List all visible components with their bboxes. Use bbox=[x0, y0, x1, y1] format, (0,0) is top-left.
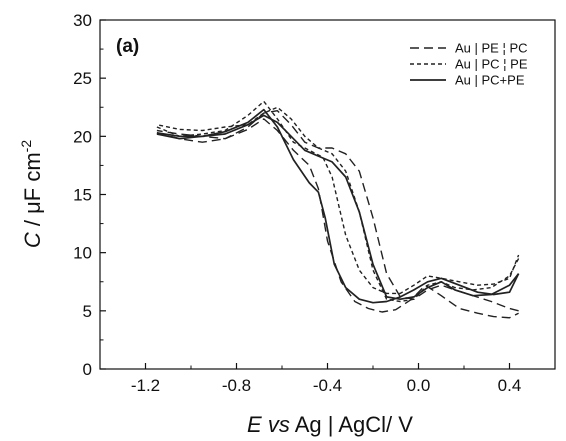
panel-label: (a) bbox=[116, 36, 139, 57]
x-axis-label-italic: E vs bbox=[247, 412, 290, 437]
series-2 bbox=[156, 100, 520, 303]
y-axis-label-italic: C bbox=[20, 232, 45, 248]
y-tick-label: 25 bbox=[73, 69, 92, 88]
x-axis-label-rest: Ag | AgCl/ V bbox=[290, 412, 413, 437]
y-tick-label: 10 bbox=[73, 244, 92, 263]
y-axis-label-rest: / μF cm bbox=[20, 152, 45, 232]
series-line-anodic bbox=[156, 110, 519, 312]
y-tick-label: 15 bbox=[73, 186, 92, 205]
x-tick-label: -0.8 bbox=[222, 376, 251, 395]
y-tick-label: 20 bbox=[73, 127, 92, 146]
series-line-cathodic bbox=[156, 118, 519, 319]
series-layer bbox=[156, 100, 520, 319]
y-axis-label-superscript: -2 bbox=[18, 140, 34, 153]
legend-label: Au | PC+PE bbox=[455, 73, 525, 88]
x-tick-label: 0.0 bbox=[407, 376, 431, 395]
axis-ticks: -1.2 -0.8 -0.4 0.0 0.4 0 5 10 15 20 25 30 bbox=[73, 11, 556, 395]
x-tick-label: -1.2 bbox=[131, 376, 160, 395]
x-tick-label: 0.4 bbox=[498, 376, 522, 395]
series-line-anodic bbox=[156, 114, 520, 301]
series-line-anodic bbox=[156, 106, 520, 303]
y-axis-label: C / μF cm-2 bbox=[18, 140, 45, 248]
series-line-cathodic bbox=[156, 100, 520, 295]
series-3 bbox=[156, 108, 520, 304]
y-tick-label: 30 bbox=[73, 11, 92, 30]
legend-label: Au | PC ¦ PE bbox=[455, 57, 528, 72]
x-tick-label: -0.4 bbox=[313, 376, 342, 395]
y-tick-label: 5 bbox=[83, 302, 92, 321]
legend-label: Au | PE ¦ PC bbox=[455, 41, 528, 56]
y-tick-label: 0 bbox=[83, 360, 92, 379]
series-line-cathodic bbox=[156, 108, 520, 304]
x-axis-label: E vs Ag | AgCl/ V bbox=[247, 412, 413, 437]
